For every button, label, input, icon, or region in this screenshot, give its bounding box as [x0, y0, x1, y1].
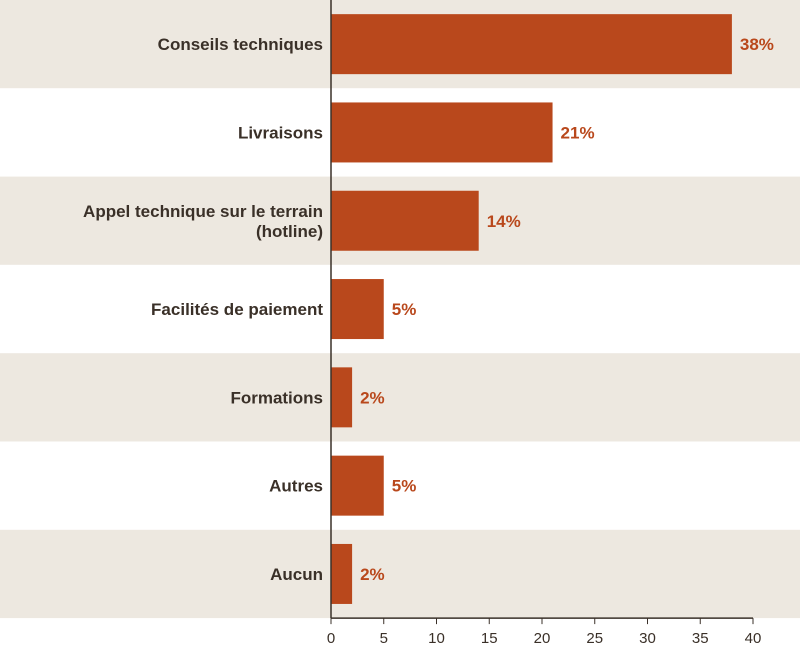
- bar: [331, 279, 384, 340]
- category-label: Formations: [230, 388, 323, 407]
- category-label-line: Aucun: [270, 565, 323, 584]
- category-label-line: Facilités de paiement: [151, 300, 323, 319]
- x-tick-label: 15: [481, 630, 498, 647]
- bar: [331, 102, 553, 163]
- category-label: Appel technique sur le terrain (hotline): [83, 202, 323, 241]
- value-label: 38%: [740, 35, 774, 54]
- value-label: 14%: [487, 212, 521, 231]
- x-tick-label: 10: [428, 630, 445, 647]
- value-label: 2%: [360, 565, 385, 584]
- bar: [331, 543, 353, 604]
- category-label: Autres: [269, 477, 323, 496]
- category-label-line: (hotline): [256, 222, 323, 241]
- x-tick-label: 5: [380, 630, 388, 647]
- category-label: Livraisons: [238, 123, 323, 142]
- category-label-line: Conseils techniques: [158, 35, 323, 54]
- x-tick-label: 20: [534, 630, 551, 647]
- value-label: 21%: [561, 123, 595, 142]
- category-label-line: Livraisons: [238, 123, 323, 142]
- bar: [331, 190, 479, 251]
- category-label: Facilités de paiement: [151, 300, 323, 319]
- value-label: 5%: [392, 300, 417, 319]
- bar: [331, 14, 732, 75]
- category-label: Conseils techniques: [158, 35, 323, 54]
- x-tick-label: 35: [692, 630, 709, 647]
- bar: [331, 455, 384, 516]
- value-label: 2%: [360, 388, 385, 407]
- value-label: 5%: [392, 477, 417, 496]
- bar: [331, 367, 353, 428]
- category-label-line: Formations: [230, 388, 323, 407]
- row-band: [0, 441, 800, 530]
- category-label: Aucun: [270, 565, 323, 584]
- category-label-line: Appel technique sur le terrain: [83, 202, 323, 221]
- x-tick-label: 40: [745, 630, 762, 647]
- x-tick-label: 25: [586, 630, 603, 647]
- x-tick-label: 30: [639, 630, 656, 647]
- row-band: [0, 353, 800, 442]
- category-label-line: Autres: [269, 477, 323, 496]
- row-band: [0, 529, 800, 619]
- row-band: [0, 264, 800, 354]
- x-tick-label: 0: [327, 630, 335, 647]
